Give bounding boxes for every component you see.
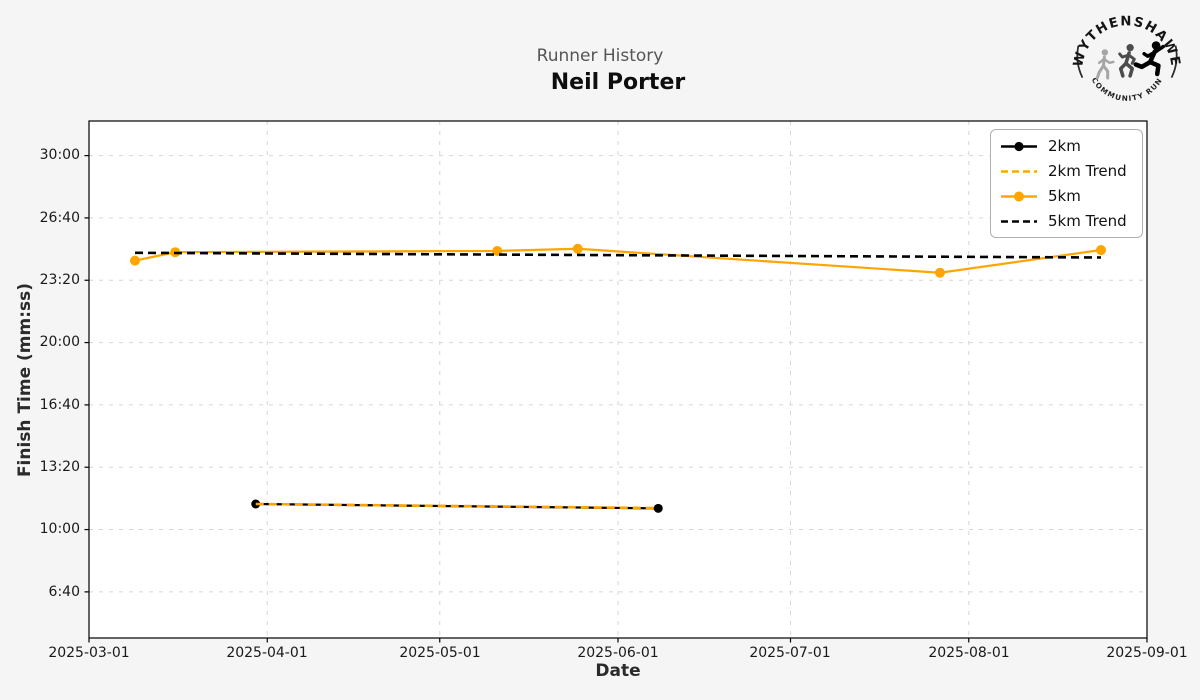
legend-item-5km: 5km bbox=[999, 184, 1134, 209]
sprinting-runner-icon bbox=[1133, 41, 1165, 77]
wythenshawe-community-run-logo: WYTHENSHAWE COMMUNITY RUN bbox=[1072, 14, 1181, 103]
x-tick-2025-03-01: 2025-03-01 bbox=[48, 645, 130, 661]
legend-sample-2km-trend-icon bbox=[1001, 169, 1037, 173]
x-tick-2025-04-01: 2025-04-01 bbox=[226, 645, 308, 661]
legend-label-2km: 2km bbox=[1048, 136, 1081, 155]
data-point-5km-2025-05-25 bbox=[572, 243, 583, 254]
y-tick-30-00: 30:00 bbox=[39, 147, 80, 163]
x-axis-label: Date bbox=[595, 661, 641, 681]
x-tick-2025-08-01: 2025-08-01 bbox=[928, 645, 1010, 661]
x-tick-2025-07-01: 2025-07-01 bbox=[749, 645, 831, 661]
legend-item-2km-trend: 2km Trend bbox=[999, 159, 1134, 184]
legend-label-2km-trend: 2km Trend bbox=[1048, 161, 1127, 180]
y-tick-16-40: 16:40 bbox=[39, 397, 80, 413]
data-point-5km-2025-03-09 bbox=[130, 255, 140, 266]
y-tick-23-20: 23:20 bbox=[39, 272, 80, 288]
y-tick-6-40: 6:40 bbox=[48, 584, 80, 600]
plot-background bbox=[89, 121, 1147, 638]
legend-sample-5km-trend-icon bbox=[1001, 219, 1037, 223]
data-point-5km-2025-08-24 bbox=[1096, 245, 1106, 256]
legend-label-5km: 5km bbox=[1048, 186, 1081, 205]
legend-sample-2km-icon bbox=[1001, 141, 1037, 151]
x-tick-2025-05-01: 2025-05-01 bbox=[399, 645, 481, 661]
y-tick-26-40: 26:40 bbox=[39, 210, 80, 226]
chart-legend: 2km 2km Trend 5km 5km Trend bbox=[990, 129, 1143, 238]
chart-suptitle: Runner History bbox=[536, 46, 664, 66]
legend-item-5km-trend: 5km Trend bbox=[999, 209, 1134, 234]
data-point-5km-2025-07-27 bbox=[935, 267, 945, 278]
legend-label-5km-trend: 5km Trend bbox=[1048, 211, 1127, 230]
legend-sample-5km-icon bbox=[1001, 191, 1037, 201]
logo-ring-right bbox=[1170, 45, 1178, 78]
legend-item-2km: 2km bbox=[999, 134, 1134, 159]
y-tick-13-20: 13:20 bbox=[39, 459, 80, 475]
x-tick-2025-06-01: 2025-06-01 bbox=[577, 645, 659, 661]
data-point-2km-2025-06-08 bbox=[653, 503, 663, 513]
series-line-5km-trend bbox=[134, 251, 1102, 259]
jogging-runner-icon bbox=[1118, 44, 1136, 78]
logo-bottom-arc-text: COMMUNITY RUN bbox=[1090, 76, 1165, 103]
logo-ring-left bbox=[1076, 45, 1084, 78]
y-tick-10-00: 10:00 bbox=[39, 521, 80, 537]
y-tick-20-00: 20:00 bbox=[39, 334, 80, 350]
x-tick-2025-09-01: 2025-09-01 bbox=[1106, 645, 1188, 661]
page-title: Neil Porter bbox=[550, 70, 686, 95]
walking-runner-icon bbox=[1095, 49, 1115, 80]
series-line-2km-trend bbox=[255, 502, 659, 510]
